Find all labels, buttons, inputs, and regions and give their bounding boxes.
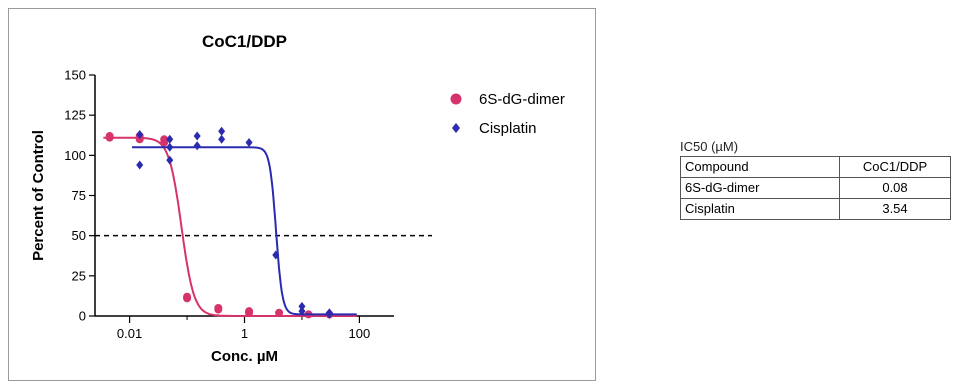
data-point xyxy=(245,308,254,317)
legend-marker xyxy=(450,93,462,105)
data-point xyxy=(193,141,201,151)
y-tick-label: 50 xyxy=(72,228,86,243)
data-point xyxy=(136,129,144,139)
data-point xyxy=(214,305,223,314)
chart-panel: CoC1/DDP 0 25 50 75 100 125 150 0.01 1 100 Conc. µM… xyxy=(8,8,596,381)
data-point xyxy=(135,135,144,144)
chart-title: CoC1/DDP xyxy=(202,32,287,51)
y-tick-label: 100 xyxy=(64,148,86,163)
data-point xyxy=(166,155,174,165)
ic50-compound-name: Cisplatin xyxy=(680,198,840,220)
ic50-row: 6S-dG-dimer 0.08 xyxy=(680,177,951,199)
ic50-header-row: Compound CoC1/DDP xyxy=(680,156,951,178)
y-tick-label: 0 xyxy=(79,309,86,324)
ic50-caption: IC50 (µM) xyxy=(680,139,739,154)
data-point xyxy=(136,160,144,170)
data-point xyxy=(166,134,174,144)
legend-label: 6S-dG-dimer xyxy=(479,91,565,108)
y-axis-label: Percent of Control xyxy=(30,130,47,261)
data-point xyxy=(183,292,192,301)
dose-response-chart: CoC1/DDP 0 25 50 75 100 125 150 0.01 1 100 Conc. µM… xyxy=(30,32,565,365)
fit-curve-dimer xyxy=(103,136,357,317)
y-tick-label: 75 xyxy=(72,188,86,203)
data-point xyxy=(245,137,253,147)
data-point xyxy=(298,306,306,316)
ic50-header-cell-line: CoC1/DDP xyxy=(839,156,951,178)
x-tick-label: 100 xyxy=(349,326,371,341)
ic50-value: 0.08 xyxy=(839,177,951,199)
legend-marker xyxy=(452,123,460,133)
ic50-header-compound: Compound xyxy=(680,156,840,178)
data-point xyxy=(193,131,201,141)
ic50-value: 3.54 xyxy=(839,198,951,220)
data-point xyxy=(275,308,284,317)
ic50-table: Compound CoC1/DDP 6S-dG-dimer 0.08 Cispl… xyxy=(680,156,951,220)
data-point xyxy=(325,309,333,319)
x-tick-label: 1 xyxy=(241,326,248,341)
data-point xyxy=(298,301,306,311)
data-point xyxy=(166,142,174,152)
y-tick-label: 25 xyxy=(72,268,86,283)
y-tick-label: 150 xyxy=(64,68,86,83)
x-axis-label: Conc. µM xyxy=(211,348,278,365)
y-tick-label: 125 xyxy=(64,108,86,123)
ic50-table-block: IC50 (µM) Compound CoC1/DDP 6S-dG-dimer … xyxy=(680,139,951,220)
data-point xyxy=(105,132,114,141)
data-point xyxy=(218,126,226,136)
ic50-row: Cisplatin 3.54 xyxy=(680,198,951,220)
data-point xyxy=(160,138,169,147)
x-tick-label: 0.01 xyxy=(117,326,142,341)
data-point xyxy=(272,250,280,260)
ic50-compound-name: 6S-dG-dimer xyxy=(680,177,840,199)
fit-curve-cisplatin xyxy=(132,146,357,316)
legend-label: Cisplatin xyxy=(479,120,537,137)
data-point xyxy=(218,134,226,144)
